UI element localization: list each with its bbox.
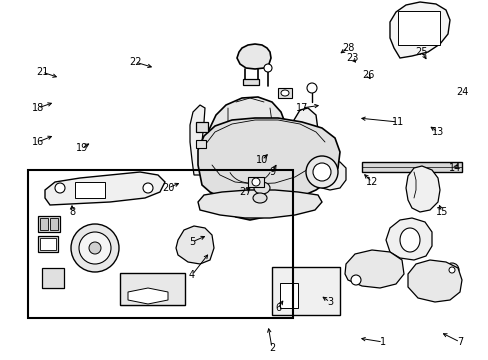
Bar (278, 88, 291, 98)
Bar (397, 11, 439, 45)
Text: 25: 25 (415, 47, 427, 57)
Text: 15: 15 (435, 207, 447, 217)
Polygon shape (385, 218, 431, 260)
Ellipse shape (312, 163, 330, 181)
Polygon shape (317, 160, 346, 190)
Ellipse shape (281, 90, 288, 96)
Text: 8: 8 (69, 207, 75, 217)
Text: 9: 9 (268, 167, 274, 177)
Bar (38, 236, 58, 252)
Text: 22: 22 (128, 57, 141, 67)
Ellipse shape (306, 83, 316, 93)
Ellipse shape (251, 178, 260, 186)
Polygon shape (176, 226, 214, 264)
Polygon shape (345, 250, 403, 288)
Bar (120, 273, 184, 305)
Ellipse shape (350, 275, 360, 285)
Bar (271, 267, 339, 315)
Text: 19: 19 (76, 143, 88, 153)
Polygon shape (198, 118, 339, 203)
Bar (280, 283, 297, 308)
Bar (243, 79, 259, 85)
Text: 6: 6 (274, 303, 281, 313)
Bar (247, 177, 264, 187)
Text: 21: 21 (36, 67, 48, 77)
Bar (42, 268, 64, 288)
Ellipse shape (253, 182, 269, 194)
Bar (196, 122, 207, 132)
Text: 27: 27 (238, 187, 251, 197)
Ellipse shape (79, 232, 111, 264)
Text: 10: 10 (255, 155, 267, 165)
Ellipse shape (444, 263, 458, 277)
Bar (50, 218, 58, 230)
Text: 18: 18 (32, 103, 44, 113)
Polygon shape (389, 2, 449, 58)
Polygon shape (407, 260, 461, 302)
Text: 26: 26 (361, 70, 373, 80)
Ellipse shape (252, 193, 266, 203)
Bar (361, 162, 461, 172)
Polygon shape (190, 105, 204, 175)
Ellipse shape (89, 242, 101, 254)
Text: 13: 13 (431, 127, 443, 137)
Polygon shape (202, 97, 290, 220)
Text: 16: 16 (32, 137, 44, 147)
Text: 7: 7 (456, 337, 462, 347)
Polygon shape (128, 288, 168, 304)
Text: 14: 14 (448, 163, 460, 173)
Text: 5: 5 (188, 237, 195, 247)
Text: 11: 11 (391, 117, 403, 127)
Bar (38, 216, 60, 232)
Polygon shape (45, 172, 164, 205)
Polygon shape (198, 190, 321, 218)
Text: 4: 4 (188, 270, 195, 280)
Ellipse shape (71, 224, 119, 272)
Ellipse shape (55, 183, 65, 193)
Text: 12: 12 (365, 177, 377, 187)
Text: 20: 20 (162, 183, 174, 193)
Text: 17: 17 (295, 103, 307, 113)
Text: 28: 28 (341, 43, 353, 53)
Text: 1: 1 (379, 337, 385, 347)
Bar (28, 170, 292, 318)
Polygon shape (75, 182, 105, 198)
Ellipse shape (305, 156, 337, 188)
Bar (40, 238, 56, 250)
Ellipse shape (399, 228, 419, 252)
Polygon shape (287, 108, 317, 175)
Bar (196, 140, 205, 148)
Ellipse shape (142, 183, 153, 193)
Polygon shape (405, 166, 439, 212)
Text: 3: 3 (326, 297, 332, 307)
Ellipse shape (448, 267, 454, 273)
Bar (40, 218, 48, 230)
Text: 2: 2 (268, 343, 275, 353)
Polygon shape (237, 44, 270, 69)
Ellipse shape (264, 64, 271, 72)
Text: 23: 23 (345, 53, 357, 63)
Text: 24: 24 (455, 87, 467, 97)
